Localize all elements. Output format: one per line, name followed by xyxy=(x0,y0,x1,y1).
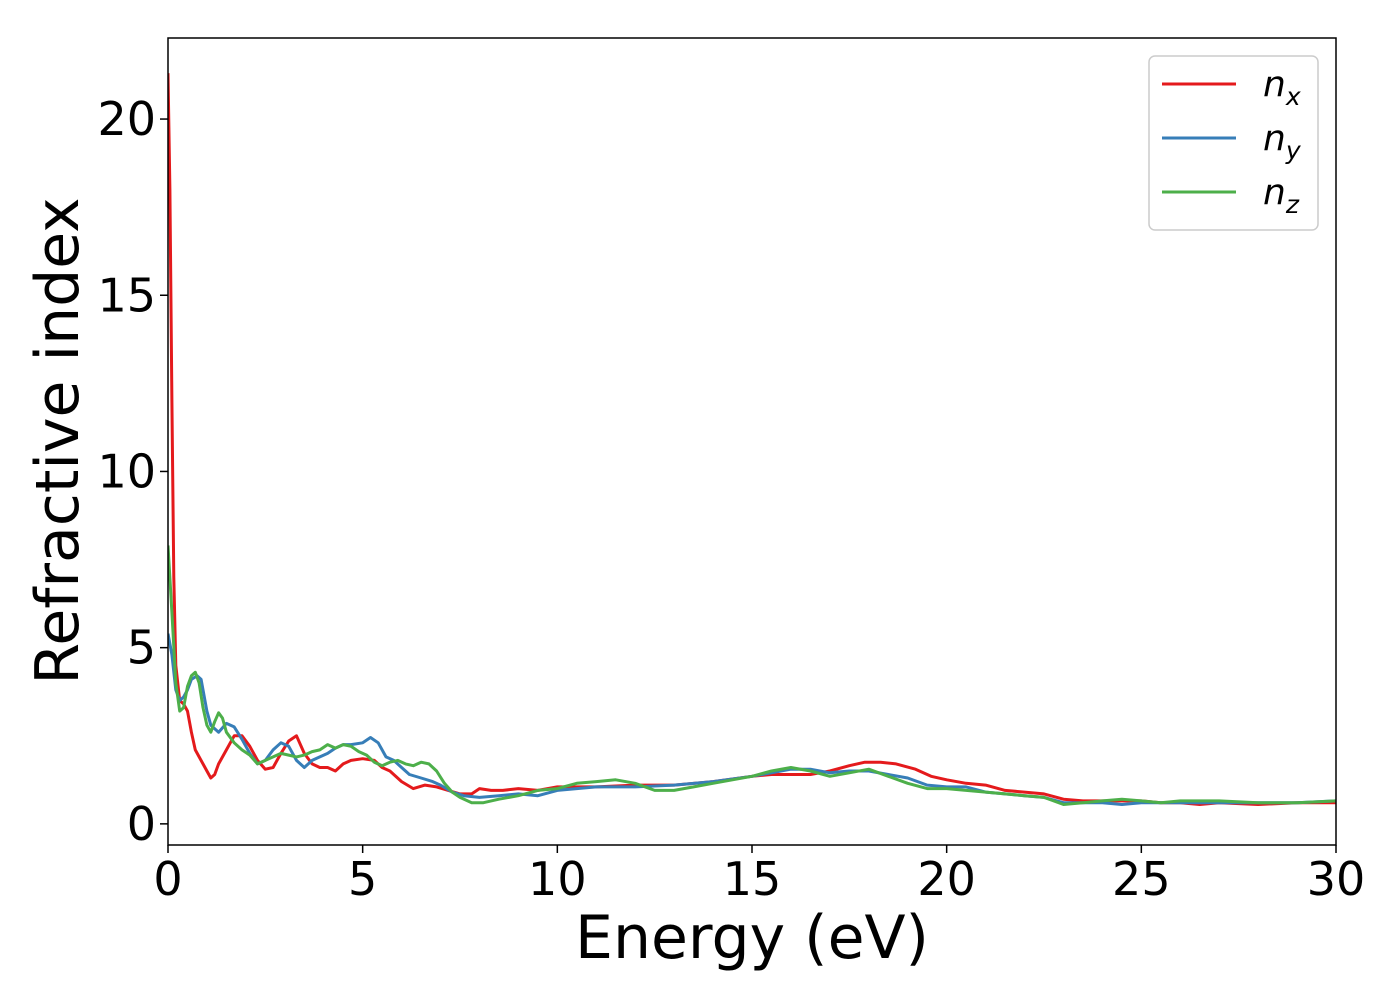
plot-background xyxy=(168,38,1336,845)
y-tick-label: 5 xyxy=(127,621,156,675)
legend-frame xyxy=(1148,55,1319,231)
x-axis-label: Energy (eV) xyxy=(575,903,929,973)
x-tick-label: 20 xyxy=(917,852,976,906)
series-layer xyxy=(168,73,1336,806)
x-tick-label: 0 xyxy=(153,852,182,906)
y-tick-label: 15 xyxy=(97,268,156,322)
x-tick-label: 5 xyxy=(348,852,377,906)
y-axis-label: Refractive index xyxy=(23,197,93,684)
x-tick-label: 30 xyxy=(1307,852,1366,906)
x-tick-label: 15 xyxy=(723,852,782,906)
y-tick-label: 20 xyxy=(97,92,156,146)
x-tick-label: 25 xyxy=(1112,852,1171,906)
x-axis-ticks: 0 5 10 15 20 25 30 xyxy=(153,845,1365,906)
y-axis-ticks: 0 5 10 15 20 xyxy=(97,92,168,851)
y-tick-label: 10 xyxy=(97,444,156,498)
x-tick-label: 10 xyxy=(528,852,587,906)
y-tick-label: 0 xyxy=(127,797,156,851)
series-line-nz xyxy=(168,545,1336,806)
